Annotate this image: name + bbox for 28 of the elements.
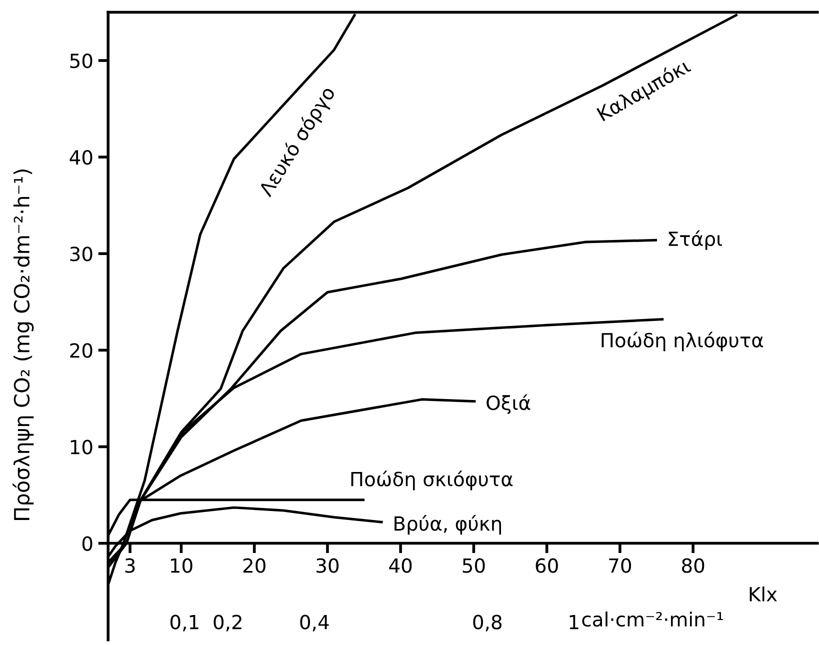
x-tick-label: 20 xyxy=(243,558,266,573)
series-label: Στάρι xyxy=(668,230,722,250)
x-tick-label: 70 xyxy=(609,558,632,573)
y-tick-label: 30 xyxy=(70,246,92,262)
y-tick-label: 40 xyxy=(70,150,92,165)
x-axis-title: Klx xyxy=(750,586,777,602)
series-label: Ποώδη ηλιόφυτα xyxy=(602,332,764,352)
series-label: Οξιά xyxy=(486,394,530,414)
x2-axis-title: cal·cm⁻²·min⁻¹ xyxy=(582,612,723,627)
x-tick-label: 10 xyxy=(170,558,192,573)
x2-tick-label: 0,8 xyxy=(473,614,502,632)
x2-tick-label: 1 xyxy=(570,614,578,630)
x-tick-label: 30 xyxy=(316,558,339,573)
x-tick-label: 80 xyxy=(682,558,704,573)
x2-tick-label: 0,1 xyxy=(170,614,198,632)
x-tick-label: 60 xyxy=(536,558,558,573)
y-tick-label: 20 xyxy=(70,343,92,358)
x2-tick-label: 0,2 xyxy=(214,614,242,632)
y-tick-label: 50 xyxy=(70,53,92,68)
y-tick-label: 0 xyxy=(82,536,92,551)
series-label: Ποώδη σκιόφυτα xyxy=(351,470,513,490)
x-tick-label: 50 xyxy=(462,558,485,573)
x-tick-label: 3 xyxy=(125,558,135,573)
x-tick-label: 40 xyxy=(389,558,412,573)
x2-tick-label: 0,4 xyxy=(300,614,329,632)
y-tick-label: 10 xyxy=(70,440,92,454)
series-label: Βρύα, φύκη xyxy=(394,515,502,535)
y-axis-title: Πρόσληψη CO₂ (mg CO₂·dm⁻²·h⁻¹) xyxy=(12,170,34,520)
